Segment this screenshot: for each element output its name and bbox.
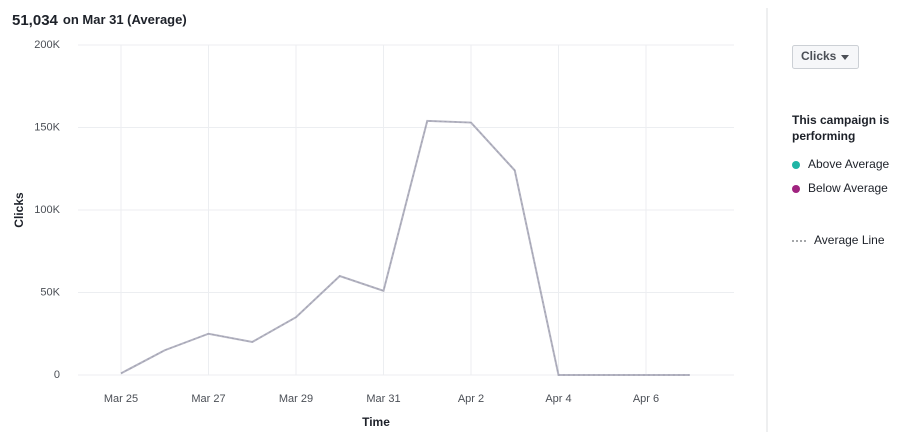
dropdown-arrow[interactable] — [841, 55, 849, 60]
y-tick-label: 100K — [34, 204, 60, 216]
x-tick-label: Apr 4 — [545, 393, 571, 405]
y-axis-label: Clicks — [12, 192, 26, 228]
legend-label: Average Line — [814, 233, 885, 247]
data-line — [120, 119, 690, 376]
x-tick-label: Mar 29 — [279, 393, 313, 405]
metric-selector[interactable]: Clicks — [792, 45, 859, 69]
headline: 51,034 on Mar 31 (Average) — [12, 12, 187, 29]
headline-suffix: on Mar 31 (Average) — [63, 12, 187, 27]
x-tick-label: Mar 31 — [366, 393, 400, 405]
legend-label: Below Average — [808, 181, 888, 195]
y-tick-label: 0 — [54, 369, 60, 381]
dropdown-label[interactable]: Clicks — [801, 49, 837, 63]
legend-label: Above Average — [808, 157, 890, 171]
x-tick-label: Mar 25 — [104, 393, 138, 405]
dropdown-box[interactable] — [792, 45, 859, 69]
x-axis-label: Time — [362, 415, 390, 429]
x-tick-label: Apr 2 — [458, 393, 484, 405]
legend-title-box: This campaign is performing — [792, 113, 890, 143]
data-line-dash — [120, 120, 690, 376]
legend-dot — [792, 185, 800, 193]
legend-title: This campaign is performing — [792, 113, 890, 143]
y-tick-label: 50K — [40, 286, 60, 298]
legend-dot — [792, 161, 800, 169]
headline-value: 51,034 — [12, 12, 59, 29]
x-tick-label: Apr 6 — [633, 393, 659, 405]
y-tick-label: 150K — [34, 121, 60, 133]
x-tick-label: Mar 27 — [191, 393, 225, 405]
y-tick-label: 200K — [34, 39, 60, 51]
